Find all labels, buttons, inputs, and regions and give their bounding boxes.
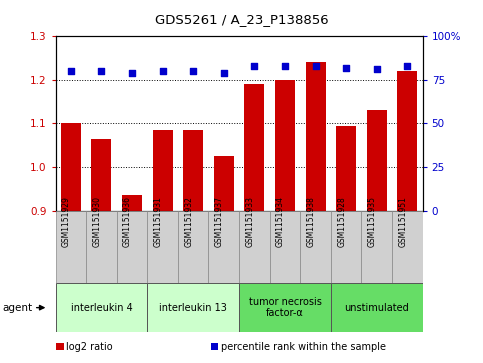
Text: interleukin 13: interleukin 13 [159, 303, 227, 313]
Bar [331, 283, 423, 332]
Text: unstimulated: unstimulated [344, 303, 409, 313]
Bar [398, 71, 417, 363]
Point [128, 70, 136, 76]
Text: GSM1151933: GSM1151933 [245, 196, 255, 247]
Bar [239, 283, 331, 332]
Text: GSM1151936: GSM1151936 [123, 196, 132, 247]
Bar [178, 211, 209, 283]
Text: agent: agent [2, 303, 32, 313]
Text: log2 ratio: log2 ratio [66, 342, 113, 352]
Point [373, 66, 381, 72]
Bar [147, 283, 239, 332]
Bar [147, 211, 178, 283]
Text: GSM1151938: GSM1151938 [307, 196, 315, 247]
Text: percentile rank within the sample: percentile rank within the sample [221, 342, 386, 352]
Bar [336, 126, 356, 363]
Point [159, 68, 167, 74]
Text: GSM1151928: GSM1151928 [337, 196, 346, 247]
Point [403, 63, 411, 69]
Text: interleukin 4: interleukin 4 [71, 303, 132, 313]
Bar [300, 211, 331, 283]
Bar [211, 343, 218, 351]
Text: GSM1151930: GSM1151930 [92, 196, 101, 247]
Text: GSM1151932: GSM1151932 [184, 196, 193, 247]
Bar [239, 211, 270, 283]
Text: GSM1151931: GSM1151931 [154, 196, 163, 247]
Text: GSM1151935: GSM1151935 [368, 196, 377, 247]
Bar [275, 80, 295, 363]
Bar [270, 211, 300, 283]
Point [98, 68, 105, 74]
Bar [117, 211, 147, 283]
Bar [306, 62, 326, 363]
Bar [361, 211, 392, 283]
Bar [214, 156, 234, 363]
Text: tumor necrosis
factor-α: tumor necrosis factor-α [249, 297, 321, 318]
Point [281, 63, 289, 69]
Bar [367, 110, 387, 363]
Bar [331, 211, 361, 283]
Text: GSM1151929: GSM1151929 [62, 196, 71, 247]
Text: GSM1151937: GSM1151937 [215, 196, 224, 247]
Bar [56, 211, 86, 283]
Bar [209, 211, 239, 283]
Bar [61, 123, 81, 363]
Bar [91, 139, 112, 363]
Bar [153, 130, 172, 363]
Bar [392, 211, 423, 283]
Bar [56, 343, 64, 351]
Text: GSM1151951: GSM1151951 [398, 196, 407, 247]
Bar [86, 211, 117, 283]
Bar [244, 84, 264, 363]
Point [189, 68, 197, 74]
Point [342, 65, 350, 70]
Point [220, 70, 227, 76]
Text: GDS5261 / A_23_P138856: GDS5261 / A_23_P138856 [155, 13, 328, 26]
Bar [56, 283, 147, 332]
Point [312, 63, 319, 69]
Point [251, 63, 258, 69]
Text: GSM1151934: GSM1151934 [276, 196, 285, 247]
Bar [183, 130, 203, 363]
Point [67, 68, 75, 74]
Bar [122, 195, 142, 363]
